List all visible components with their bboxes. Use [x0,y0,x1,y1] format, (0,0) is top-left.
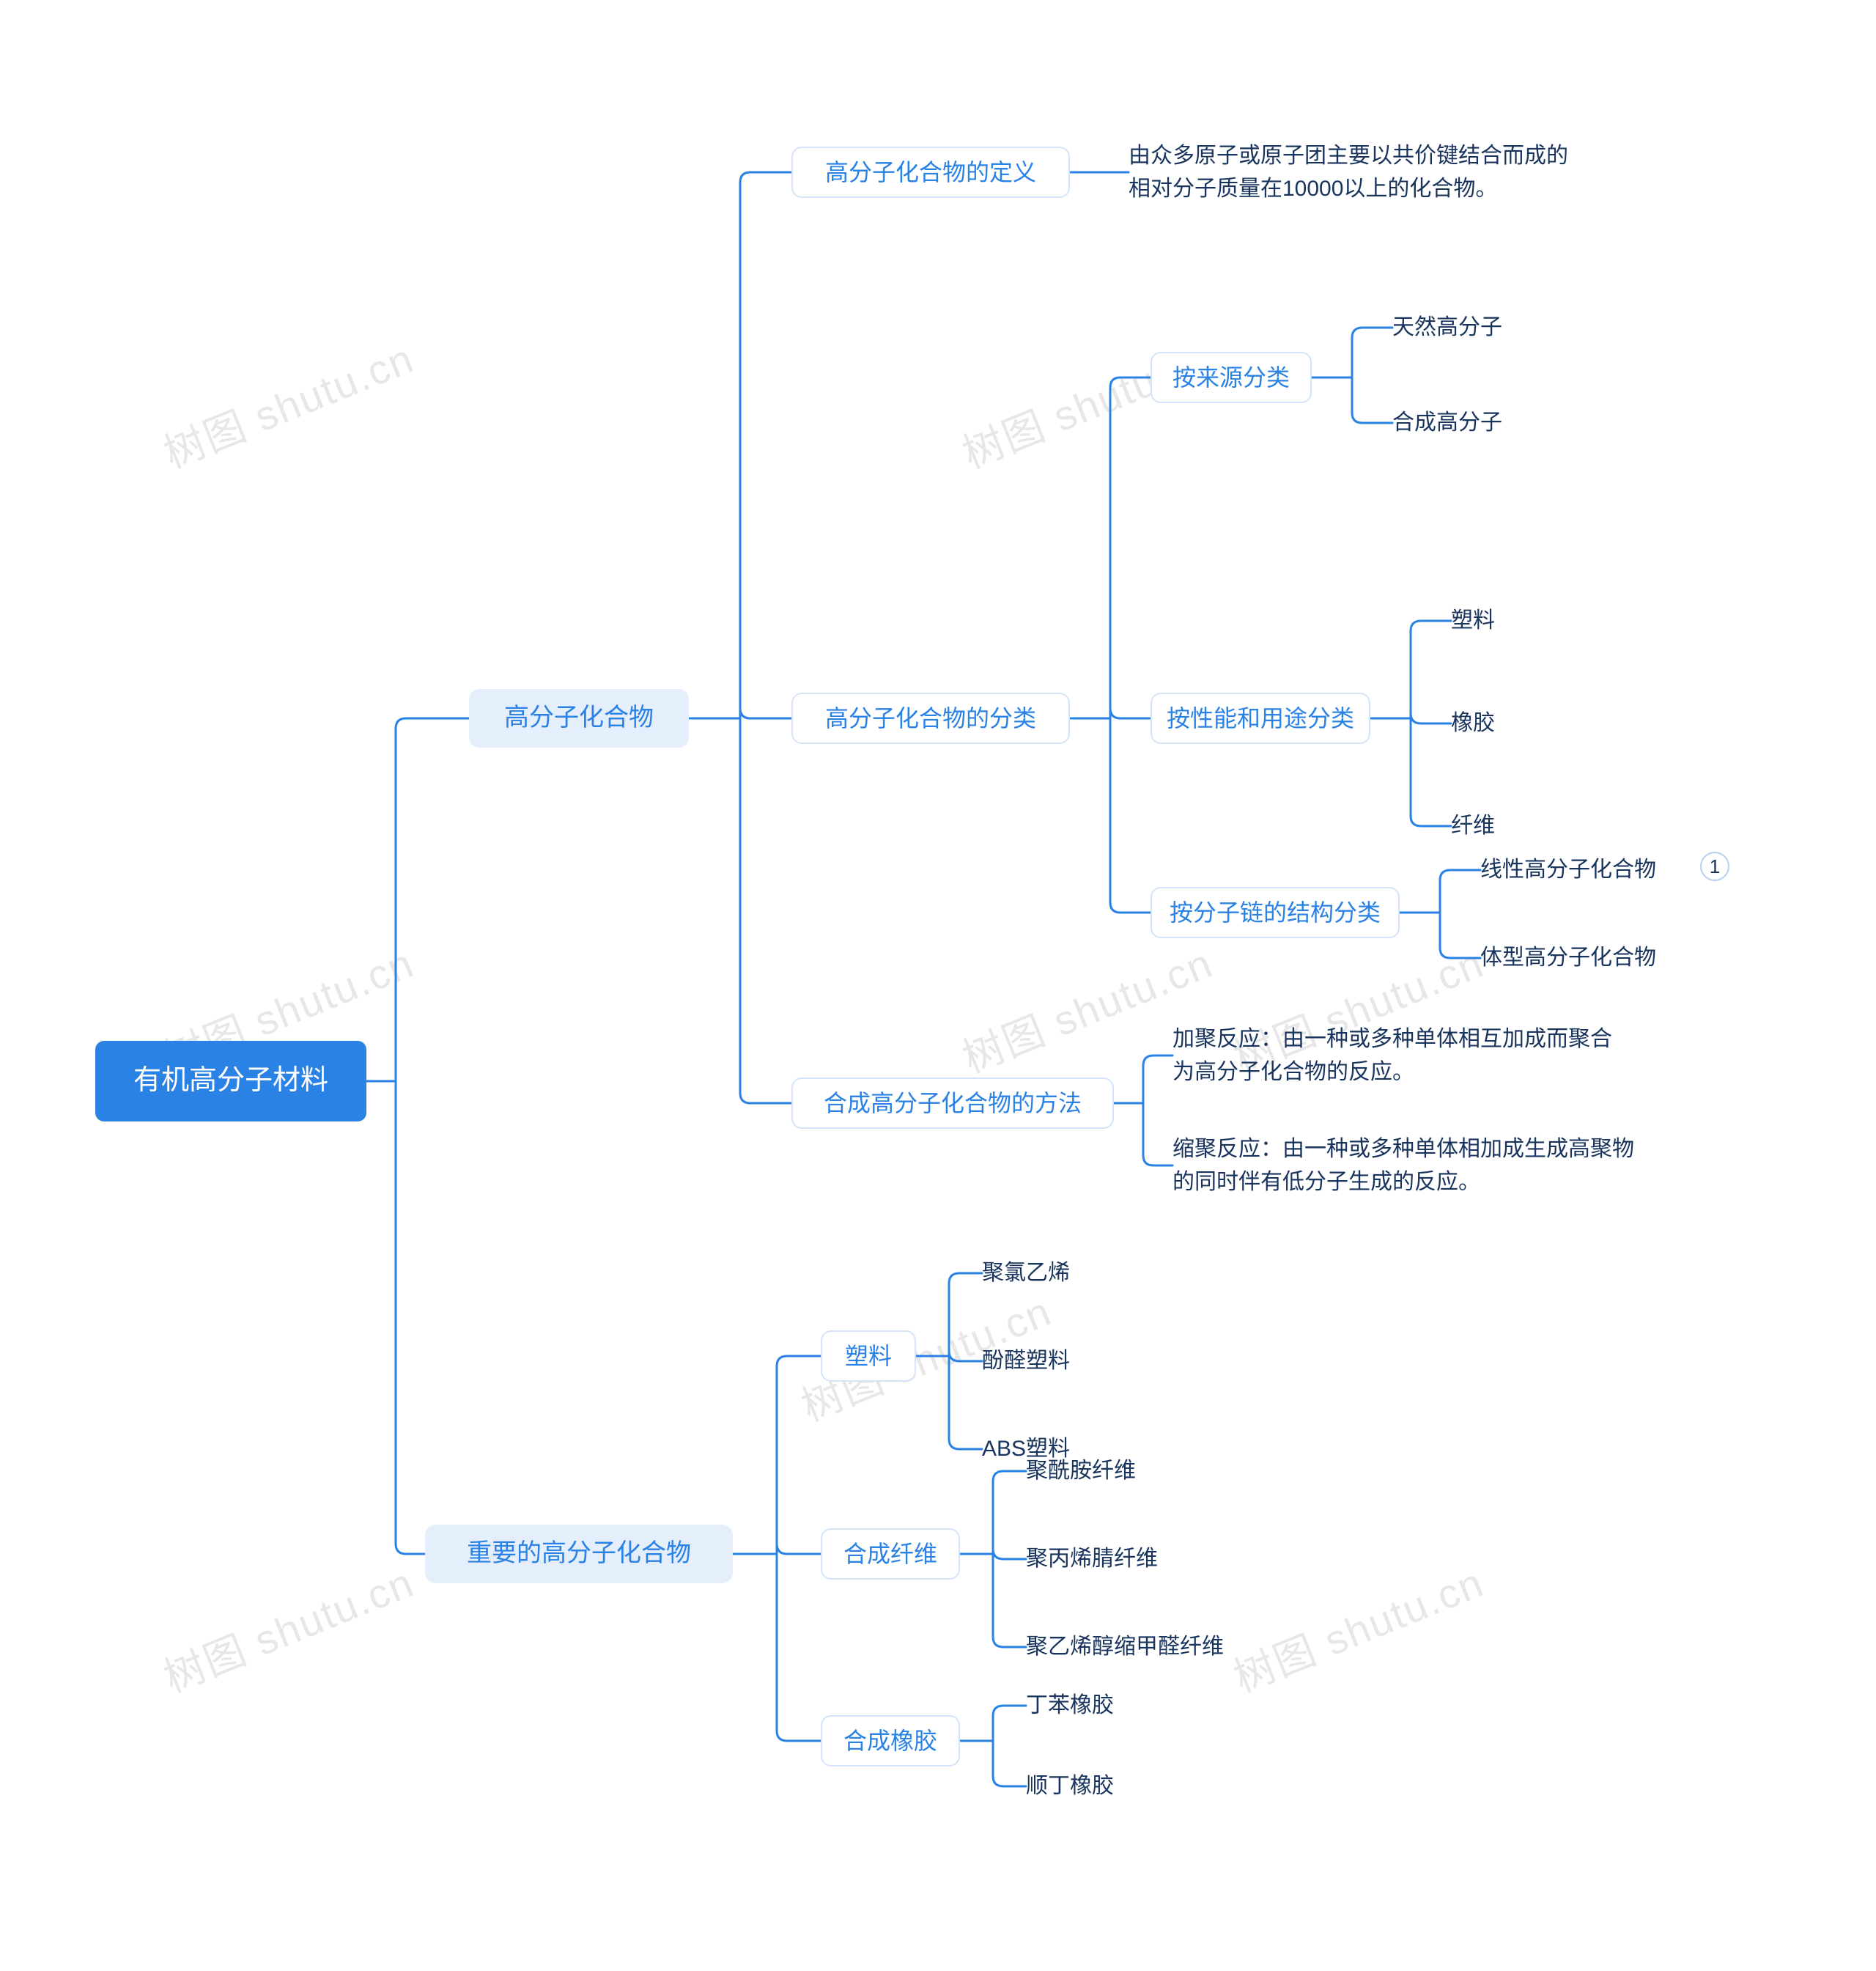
node-label: 酚醛塑料 [982,1345,1070,1377]
node-a2s3[interactable]: 按分子链的结构分类 [1151,887,1400,938]
node-a2s2L2: 橡胶 [1451,707,1495,740]
node-label: 加聚反应：由一种或多种单体相互加成而聚合为高分子化合物的反应。 [1172,1027,1612,1084]
node-label: 塑料 [1451,605,1495,637]
node-label: 按性能和用途分类 [1167,701,1354,735]
node-a3[interactable]: 合成高分子化合物的方法 [791,1077,1114,1129]
watermark: 树图 shutu.cn [154,326,421,480]
node-b2[interactable]: 合成纤维 [821,1528,960,1580]
node-label: 重要的高分子化合物 [467,1536,691,1572]
node-label: 缩聚反应：由一种或多种单体相加成生成高聚物的同时伴有低分子生成的反应。 [1172,1137,1634,1194]
node-b1L1: 聚氯乙烯 [982,1257,1070,1289]
node-a2s3L1: 线性高分子化合物 [1480,854,1656,886]
node-label: 高分子化合物的分类 [825,701,1036,735]
node-label: 按来源分类 [1172,361,1290,394]
node-b2L1: 聚酰胺纤维 [1026,1455,1136,1487]
node-b2L2: 聚丙烯腈纤维 [1026,1543,1158,1575]
node-a2s3L2: 体型高分子化合物 [1480,942,1656,974]
node-label: 橡胶 [1451,707,1495,740]
node-a2s1L1: 天然高分子 [1392,312,1502,344]
node-label: 体型高分子化合物 [1480,942,1656,974]
node-label: 按分子链的结构分类 [1170,896,1381,929]
node-a2s1L2: 合成高分子 [1392,407,1502,439]
node-label: 纤维 [1451,810,1495,842]
footnote-badge[interactable]: 1 [1700,852,1729,881]
node-a3L1: 加聚反应：由一种或多种单体相互加成而聚合为高分子化合物的反应。 [1172,1023,1612,1088]
watermark: 树图 shutu.cn [1224,1550,1491,1704]
node-a2s2L1: 塑料 [1451,605,1495,637]
node-b3L1: 丁苯橡胶 [1026,1690,1114,1722]
node-b3L2: 顺丁橡胶 [1026,1770,1114,1802]
node-b3[interactable]: 合成橡胶 [821,1715,960,1766]
node-b[interactable]: 重要的高分子化合物 [425,1525,733,1583]
node-a1L: 由众多原子或原子团主要以共价键结合而成的相对分子质量在10000以上的化合物。 [1129,139,1583,205]
node-label: 聚酰胺纤维 [1026,1455,1136,1487]
node-label: 天然高分子 [1392,312,1502,344]
node-label: 线性高分子化合物 [1480,854,1656,886]
node-root[interactable]: 有机高分子材料 [95,1041,366,1121]
node-a[interactable]: 高分子化合物 [469,689,689,748]
node-a3L2: 缩聚反应：由一种或多种单体相加成生成高聚物的同时伴有低分子生成的反应。 [1172,1132,1642,1198]
node-a1[interactable]: 高分子化合物的定义 [791,147,1070,198]
node-label: 聚乙烯醇缩甲醛纤维 [1026,1631,1224,1663]
node-label: 由众多原子或原子团主要以共价键结合而成的相对分子质量在10000以上的化合物。 [1129,144,1568,201]
node-label: 合成高分子 [1392,407,1502,439]
node-a2s2L3: 纤维 [1451,810,1495,842]
edges-layer [0,0,1876,1971]
node-label: 高分子化合物的定义 [825,155,1036,189]
node-a2s2[interactable]: 按性能和用途分类 [1151,693,1370,744]
node-label: 合成橡胶 [843,1724,937,1758]
node-b1[interactable]: 塑料 [821,1330,916,1382]
node-label: 高分子化合物 [504,700,654,736]
mindmap-canvas: 树图 shutu.cn 树图 shutu.cn 树图 shutu.cn 树图 s… [0,0,1876,1971]
node-b1L2: 酚醛塑料 [982,1345,1070,1377]
node-root-label: 有机高分子材料 [133,1061,328,1101]
node-label: 丁苯橡胶 [1026,1690,1114,1722]
node-label: 聚丙烯腈纤维 [1026,1543,1158,1575]
node-a2s1[interactable]: 按来源分类 [1151,352,1312,403]
node-a2[interactable]: 高分子化合物的分类 [791,693,1070,744]
node-label: 聚氯乙烯 [982,1257,1070,1289]
node-label: 塑料 [845,1339,892,1373]
node-b2L3: 聚乙烯醇缩甲醛纤维 [1026,1631,1224,1663]
badge-text: 1 [1710,855,1720,878]
watermark: 树图 shutu.cn [154,1550,421,1704]
node-label: 顺丁橡胶 [1026,1770,1114,1802]
node-label: 合成纤维 [843,1537,937,1571]
node-label: 合成高分子化合物的方法 [824,1086,1082,1120]
